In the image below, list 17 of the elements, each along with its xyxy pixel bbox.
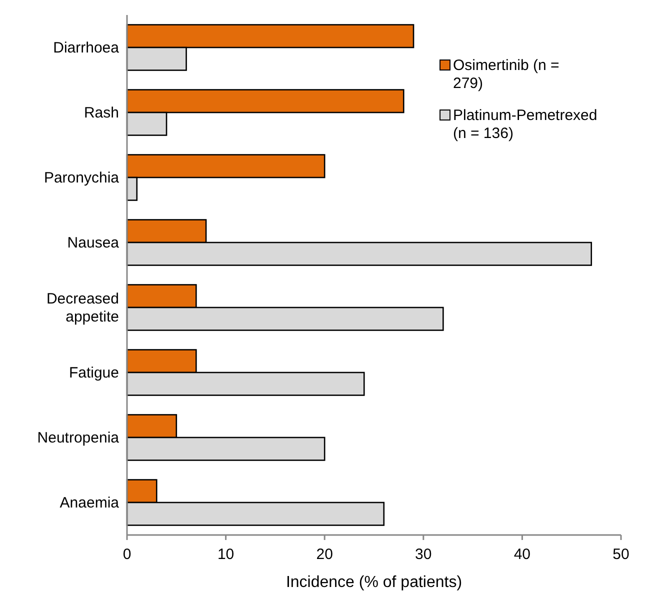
y-tick-label: Decreased appetite	[46, 290, 119, 326]
y-tick-label: Diarrhoea	[53, 40, 120, 56]
y-tick-label: Paronychia	[44, 170, 120, 186]
y-tick-label: Neutropenia	[37, 430, 120, 446]
y-tick-label: Fatigue	[68, 364, 119, 382]
y-tick-label: Rash	[84, 104, 119, 122]
x-tick-label: 50	[612, 546, 630, 563]
y-tick-label: Nausea	[67, 234, 120, 252]
x-tick-label: 40	[514, 546, 531, 563]
x-tick-label: 0	[122, 546, 132, 563]
legend-label: Osimertinib (n = 279)	[453, 57, 560, 92]
x-tick-label: 10	[217, 546, 234, 563]
legend-label: Platinum-Pemetrexed (n = 136)	[453, 107, 598, 142]
x-axis-title: Incidence (% of patients)	[286, 574, 462, 591]
x-tick-label: 20	[316, 546, 333, 563]
x-tick-label: 30	[415, 546, 432, 563]
y-tick-label: Anaemia	[60, 494, 120, 512]
